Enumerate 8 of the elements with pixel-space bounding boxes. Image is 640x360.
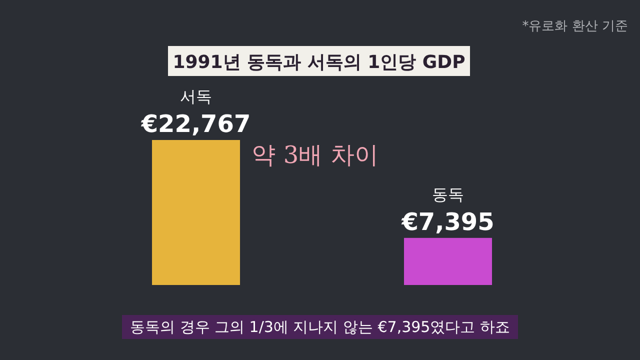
- x-tick-label: 동독: [432, 184, 464, 204]
- annotation: 약 3배 차이: [252, 141, 378, 169]
- data-label: €7,395: [400, 208, 494, 236]
- chart-title: 1991년 동독과 서독의 1인당 GDP: [172, 52, 466, 73]
- text: *유로화 환산 기준: [522, 19, 628, 34]
- data-label: €22,767: [140, 110, 251, 138]
- x-tick-label: 서독: [180, 87, 212, 106]
- text: 동독의 경우 그의 1/3에 지나지 않는 €7,395였다고 하죠: [130, 318, 510, 336]
